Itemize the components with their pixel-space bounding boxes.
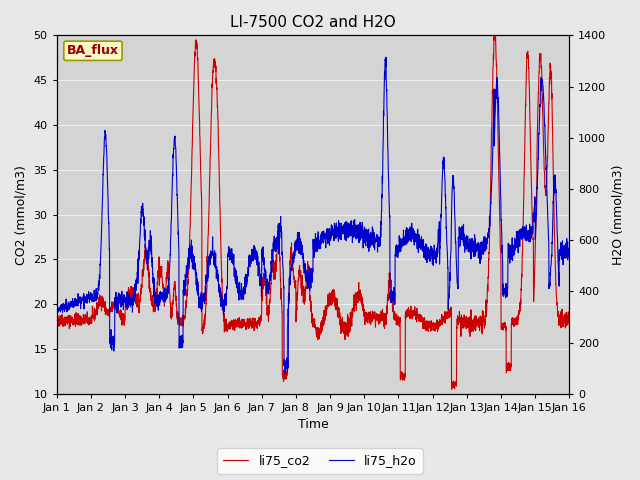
li75_co2 bbox=[141, 254, 149, 260]
Y-axis label: H2O (mmol/m3): H2O (mmol/m3) bbox=[612, 164, 625, 265]
X-axis label: Time: Time bbox=[298, 419, 328, 432]
li75_co2 bbox=[448, 386, 456, 392]
Title: LI-7500 CO2 and H2O: LI-7500 CO2 and H2O bbox=[230, 15, 396, 30]
li75_co2 bbox=[556, 316, 563, 322]
li75_co2 bbox=[500, 320, 508, 326]
li75_co2 bbox=[53, 316, 61, 322]
li75_co2 bbox=[566, 316, 573, 322]
Line: li75_h2o: li75_h2o bbox=[57, 57, 570, 374]
li75_h2o bbox=[281, 371, 289, 377]
Text: BA_flux: BA_flux bbox=[67, 44, 119, 57]
li75_h2o bbox=[53, 307, 61, 312]
Line: li75_co2: li75_co2 bbox=[57, 36, 570, 389]
li75_co2 bbox=[271, 260, 279, 266]
li75_co2 bbox=[250, 320, 257, 325]
li75_h2o bbox=[566, 249, 573, 255]
li75_h2o bbox=[141, 254, 149, 260]
li75_h2o bbox=[250, 247, 257, 252]
li75_h2o bbox=[500, 286, 508, 291]
Y-axis label: CO2 (mmol/m3): CO2 (mmol/m3) bbox=[15, 165, 28, 264]
Legend: li75_co2, li75_h2o: li75_co2, li75_h2o bbox=[217, 448, 423, 474]
li75_h2o bbox=[382, 54, 390, 60]
li75_h2o bbox=[556, 257, 563, 263]
li75_co2 bbox=[111, 300, 119, 306]
li75_h2o bbox=[111, 301, 119, 307]
li75_h2o bbox=[271, 236, 279, 241]
li75_co2 bbox=[491, 33, 499, 38]
